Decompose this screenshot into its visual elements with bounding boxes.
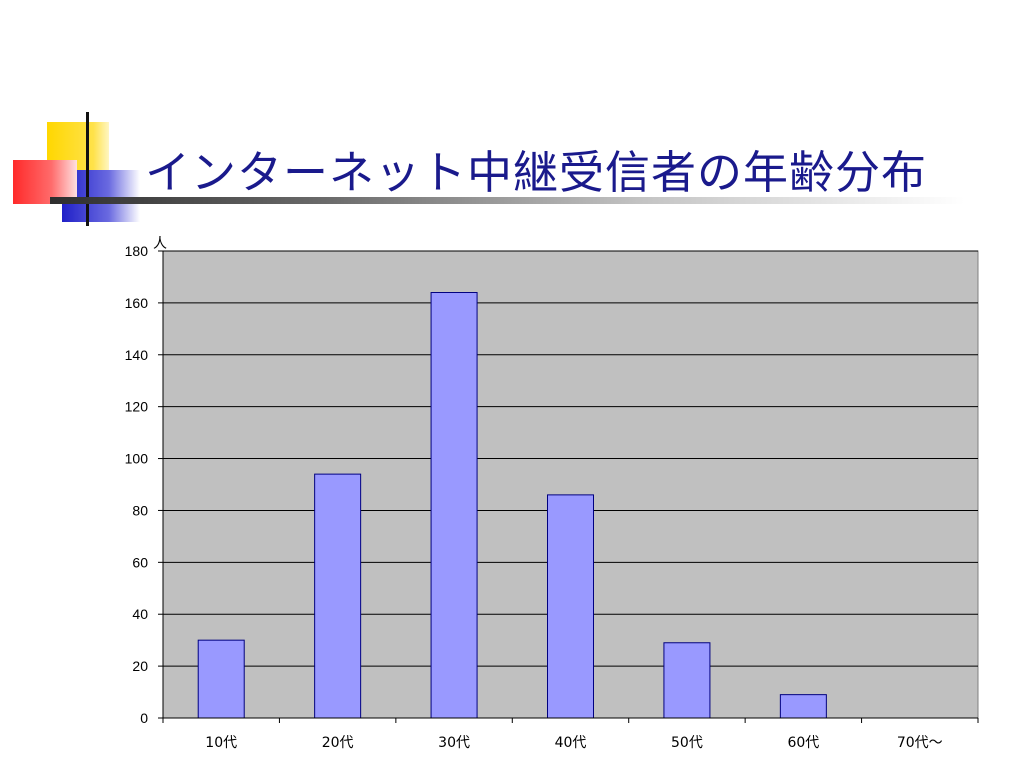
y-tick-label: 80 (132, 502, 148, 518)
bar (430, 292, 478, 719)
x-category-label: 70代～ (897, 735, 943, 751)
deco-vertical-line (86, 112, 89, 226)
title-underline (50, 197, 965, 204)
y-tick-label: 0 (140, 710, 148, 726)
bar (314, 473, 362, 719)
slide-title: インターネット中継受信者の年齢分布 (145, 146, 928, 199)
slide-decoration (13, 112, 140, 226)
deco-red-square (13, 160, 77, 204)
y-tick-label: 20 (132, 658, 148, 674)
y-tick-label: 100 (125, 451, 149, 467)
y-tick-label: 120 (125, 399, 149, 415)
axes (158, 250, 979, 723)
bar (547, 494, 594, 719)
x-category-label: 60代 (787, 735, 819, 751)
y-tick-label: 40 (132, 606, 148, 622)
x-tick-labels: 10代 20代 30代 40代 50代 60代 70代～ (205, 735, 942, 751)
y-tick-label: 140 (125, 347, 149, 363)
x-category-label: 10代 (205, 735, 237, 751)
x-category-label: 40代 (555, 735, 587, 751)
bar (663, 642, 711, 719)
y-axis-unit-label: 人 (153, 236, 167, 252)
y-tick-label: 60 (132, 554, 148, 570)
x-category-label: 30代 (438, 735, 470, 751)
x-category-label: 50代 (671, 735, 703, 751)
bar (197, 639, 245, 719)
y-tick-label: 160 (125, 295, 149, 311)
y-tick-labels: 0 20 40 60 80 100 120 140 160 180 (125, 243, 149, 726)
y-tick-label: 180 (125, 243, 149, 259)
bar (779, 694, 827, 719)
x-category-label: 20代 (322, 735, 354, 751)
